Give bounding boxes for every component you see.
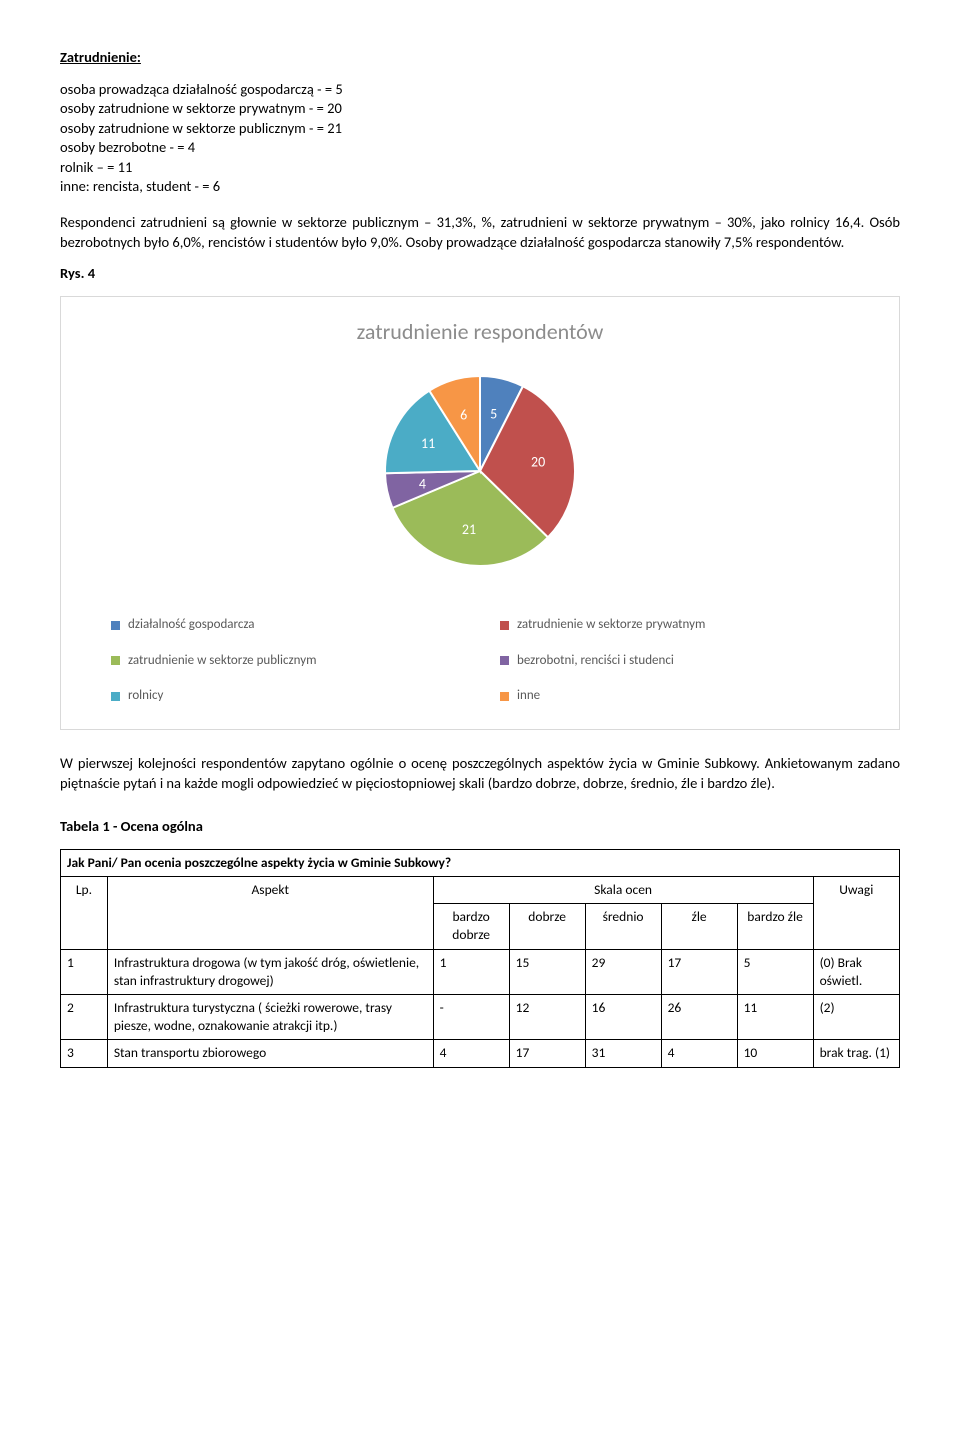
- legend-label: zatrudnienie w sektorze prywatnym: [517, 616, 705, 634]
- pie-chart: 5 20 21 4 11 6: [81, 366, 879, 586]
- employment-list: osoba prowadząca działalność gospodarczą…: [60, 80, 900, 197]
- pie-slice-label: 4: [419, 476, 426, 493]
- th-scale: źle: [661, 904, 737, 949]
- employment-line: inne: rencista, student - = 6: [60, 177, 900, 197]
- legend-label: bezrobotni, renciści i studenci: [517, 652, 674, 670]
- cell-value: 16: [585, 994, 661, 1039]
- legend-label: inne: [517, 687, 540, 705]
- cell-value: 15: [509, 949, 585, 994]
- cell-lp: 1: [61, 949, 108, 994]
- th-uwagi: Uwagi: [813, 876, 899, 949]
- cell-value: 31: [585, 1040, 661, 1067]
- cell-lp: 3: [61, 1040, 108, 1067]
- cell-value: 11: [737, 994, 813, 1039]
- cell-aspekt: Infrastruktura drogowa (w tym jakość dró…: [107, 949, 433, 994]
- legend-item: działalność gospodarcza: [111, 616, 460, 634]
- legend-swatch: [500, 692, 509, 701]
- legend-swatch: [500, 656, 509, 665]
- cell-uwagi: (0) Brak oświetl.: [813, 949, 899, 994]
- legend-label: rolnicy: [128, 687, 163, 705]
- cell-uwagi: brak trag. (1): [813, 1040, 899, 1067]
- ocena-table: Jak Pani/ Pan ocenia poszczególne aspekt…: [60, 849, 900, 1068]
- legend-swatch: [111, 656, 120, 665]
- legend-item: bezrobotni, renciści i studenci: [500, 652, 849, 670]
- legend-swatch: [111, 692, 120, 701]
- cell-lp: 2: [61, 994, 108, 1039]
- pie-slice-label: 11: [421, 435, 435, 452]
- pie-slice-label: 5: [490, 406, 497, 423]
- section-title: Zatrudnienie:: [60, 48, 900, 68]
- cell-value: 29: [585, 949, 661, 994]
- th-scale: bardzo źle: [737, 904, 813, 949]
- employment-line: osoby bezrobotne - = 4: [60, 138, 900, 158]
- chart-legend: działalność gospodarcza zatrudnienie w se…: [81, 616, 879, 705]
- cell-value: 5: [737, 949, 813, 994]
- th-aspekt: Aspekt: [107, 876, 433, 949]
- th-lp: Lp.: [61, 876, 108, 949]
- cell-value: 26: [661, 994, 737, 1039]
- th-skala: Skala ocen: [433, 876, 813, 903]
- pie-slice-label: 6: [460, 407, 467, 424]
- legend-item: zatrudnienie w sektorze publicznym: [111, 652, 460, 670]
- th-scale: średnio: [585, 904, 661, 949]
- cell-value: 17: [509, 1040, 585, 1067]
- cell-aspekt: Stan transportu zbiorowego: [107, 1040, 433, 1067]
- cell-value: -: [433, 994, 509, 1039]
- employment-line: rolnik – = 11: [60, 158, 900, 178]
- legend-swatch: [500, 621, 509, 630]
- cell-value: 4: [433, 1040, 509, 1067]
- chart-container: zatrudnienie respondentów 5 20 21 4 11 6 dzia…: [60, 296, 900, 730]
- employment-line: osoby zatrudnione w sektorze publicznym …: [60, 119, 900, 139]
- pie-slice-label: 20: [531, 454, 545, 471]
- cell-value: 4: [661, 1040, 737, 1067]
- table-title: Jak Pani/ Pan ocenia poszczególne aspekt…: [61, 849, 900, 876]
- employment-line: osoba prowadząca działalność gospodarczą…: [60, 80, 900, 100]
- cell-value: 12: [509, 994, 585, 1039]
- legend-label: działalność gospodarcza: [128, 616, 255, 634]
- chart-title: zatrudnienie respondentów: [81, 317, 879, 347]
- cell-value: 10: [737, 1040, 813, 1067]
- table-row: 2Infrastruktura turystyczna ( ścieżki ro…: [61, 994, 900, 1039]
- cell-value: 17: [661, 949, 737, 994]
- table-row: 3Stan transportu zbiorowego41731410brak …: [61, 1040, 900, 1067]
- legend-swatch: [111, 621, 120, 630]
- th-scale: dobrze: [509, 904, 585, 949]
- th-scale: bardzo dobrze: [433, 904, 509, 949]
- legend-label: zatrudnienie w sektorze publicznym: [128, 652, 317, 670]
- legend-item: zatrudnienie w sektorze prywatnym: [500, 616, 849, 634]
- legend-item: inne: [500, 687, 849, 705]
- table-label: Tabela 1 - Ocena ogólna: [60, 817, 900, 837]
- paragraph-1: Respondenci zatrudnieni są głownie w sek…: [60, 213, 900, 252]
- cell-uwagi: (2): [813, 994, 899, 1039]
- pie-slice-label: 21: [462, 521, 476, 538]
- employment-line: osoby zatrudnione w sektorze prywatnym -…: [60, 99, 900, 119]
- table-row: 1Infrastruktura drogowa (w tym jakość dr…: [61, 949, 900, 994]
- cell-aspekt: Infrastruktura turystyczna ( ścieżki row…: [107, 994, 433, 1039]
- paragraph-2: W pierwszej kolejności respondentów zapy…: [60, 754, 900, 793]
- figure-label: Rys. 4: [60, 264, 900, 284]
- cell-value: 1: [433, 949, 509, 994]
- legend-item: rolnicy: [111, 687, 460, 705]
